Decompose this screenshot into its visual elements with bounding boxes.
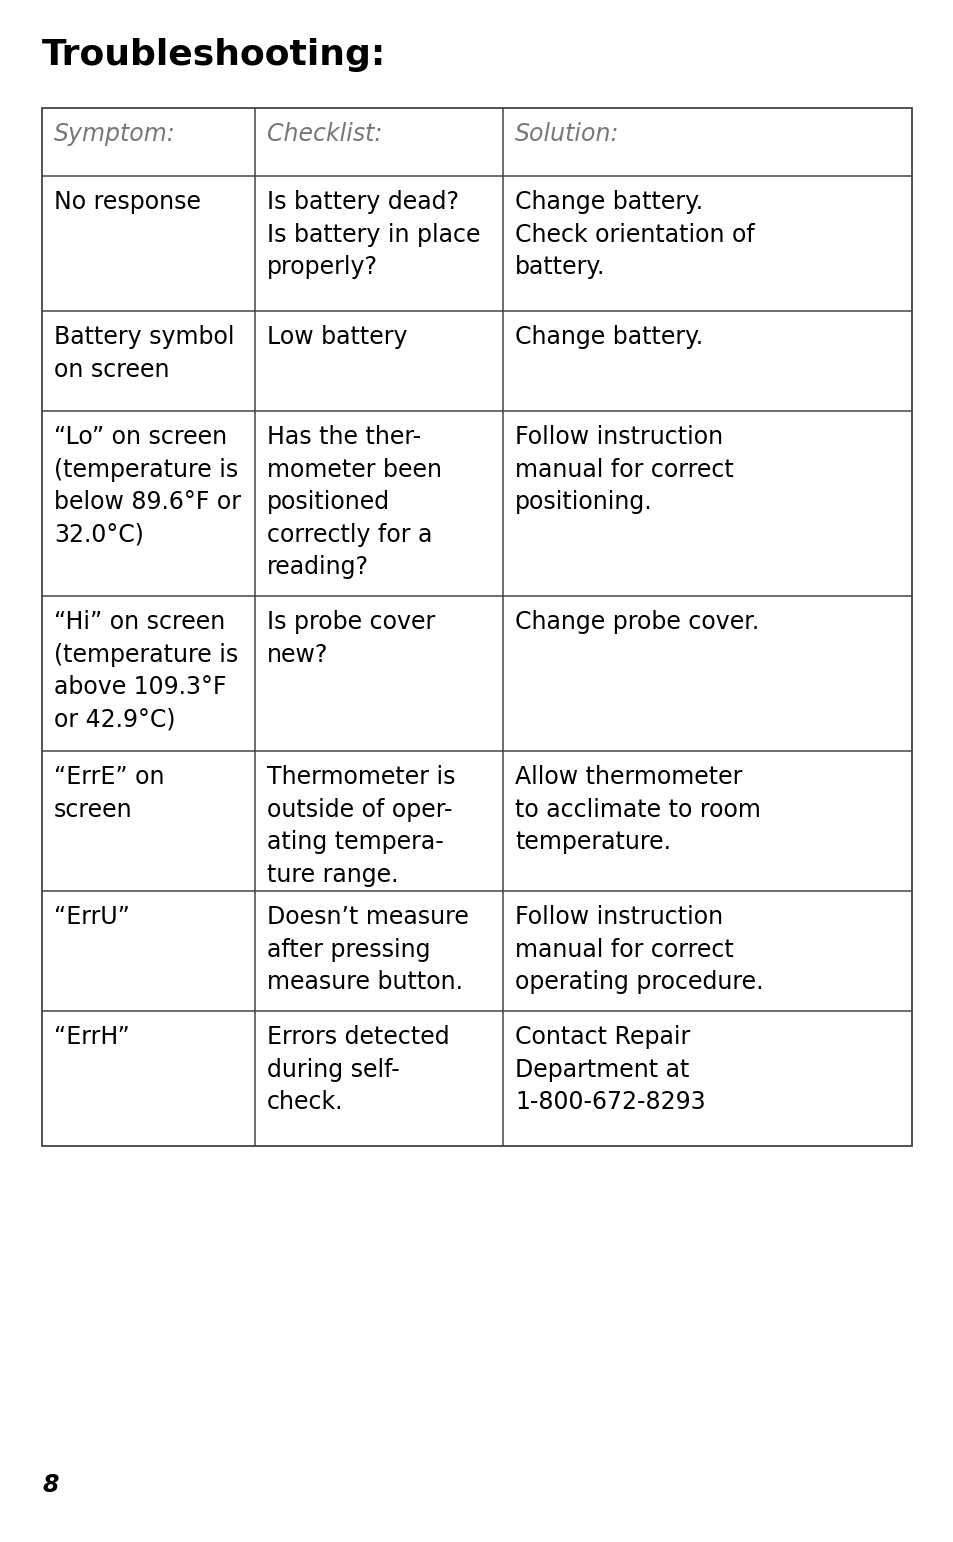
Text: Troubleshooting:: Troubleshooting: <box>42 39 386 72</box>
Text: Doesn’t measure
after pressing
measure button.: Doesn’t measure after pressing measure b… <box>267 905 469 995</box>
Text: Follow instruction
manual for correct
operating procedure.: Follow instruction manual for correct op… <box>515 905 762 995</box>
Text: “ErrU”: “ErrU” <box>54 905 130 928</box>
Text: Has the ther-
mometer been
positioned
correctly for a
reading?: Has the ther- mometer been positioned co… <box>267 426 441 580</box>
Text: Low battery: Low battery <box>267 325 407 348</box>
Text: Is probe cover
new?: Is probe cover new? <box>267 611 435 666</box>
Bar <box>42 108 911 1146</box>
Text: “ErrE” on
screen: “ErrE” on screen <box>54 765 164 822</box>
Text: Change battery.: Change battery. <box>515 325 702 348</box>
Text: “Lo” on screen
(temperature is
below 89.6°F or
32.0°C): “Lo” on screen (temperature is below 89.… <box>54 426 241 547</box>
Text: Follow instruction
manual for correct
positioning.: Follow instruction manual for correct po… <box>515 426 733 513</box>
Text: Errors detected
during self-
check.: Errors detected during self- check. <box>267 1025 449 1115</box>
Text: Change probe cover.: Change probe cover. <box>515 611 759 634</box>
Text: Thermometer is
outside of oper-
ating tempera-
ture range.: Thermometer is outside of oper- ating te… <box>267 765 456 887</box>
Text: “Hi” on screen
(temperature is
above 109.3°F
or 42.9°C): “Hi” on screen (temperature is above 109… <box>54 611 238 731</box>
Text: 8: 8 <box>42 1473 58 1497</box>
Text: Battery symbol
on screen: Battery symbol on screen <box>54 325 234 381</box>
Text: Is battery dead?
Is battery in place
properly?: Is battery dead? Is battery in place pro… <box>267 190 480 279</box>
Text: Symptom:: Symptom: <box>54 122 175 146</box>
Text: Checklist:: Checklist: <box>267 122 382 146</box>
Text: “ErrH”: “ErrH” <box>54 1025 130 1049</box>
Text: Solution:: Solution: <box>515 122 618 146</box>
Text: Change battery.
Check orientation of
battery.: Change battery. Check orientation of bat… <box>515 190 754 279</box>
Text: Contact Repair
Department at
1-800-672-8293: Contact Repair Department at 1-800-672-8… <box>515 1025 705 1115</box>
Text: Allow thermometer
to acclimate to room
temperature.: Allow thermometer to acclimate to room t… <box>515 765 760 854</box>
Text: No response: No response <box>54 190 201 214</box>
